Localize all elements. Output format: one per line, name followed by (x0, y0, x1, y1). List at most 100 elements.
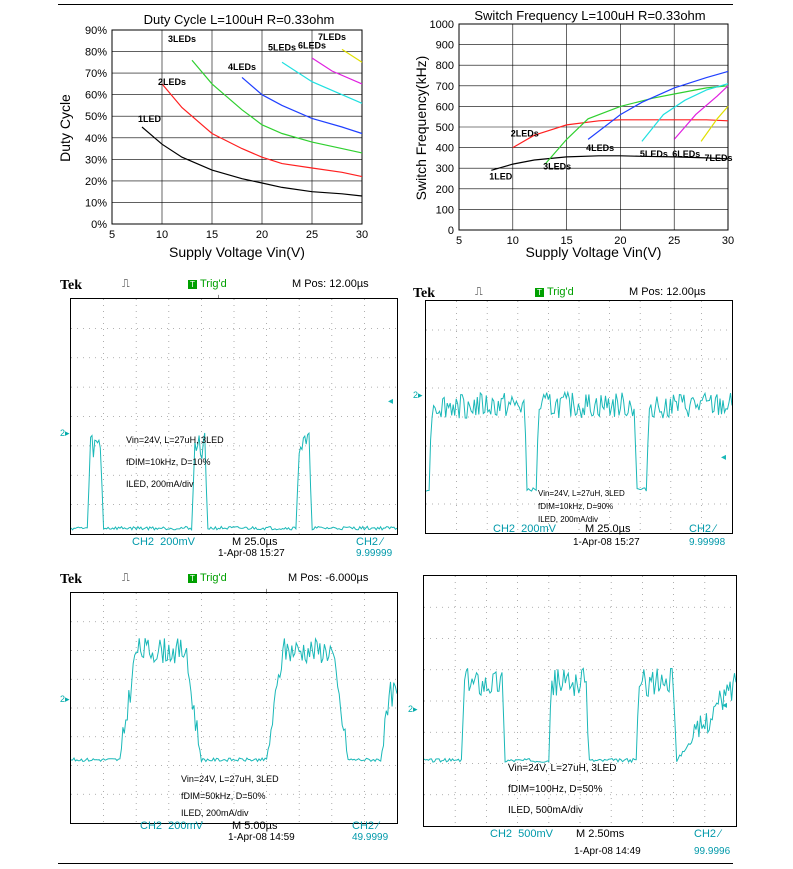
y-tick-label: 100 (436, 204, 454, 216)
y-tick-label: 0% (91, 219, 107, 231)
bottom-rule (58, 863, 733, 864)
series-line-1LED (491, 155, 729, 171)
y-tick-label: 50% (85, 111, 107, 123)
y-axis-label: Switch Frequency(kHz) (413, 56, 429, 201)
y-tick-label: 400 (436, 143, 454, 155)
y-tick-label: 800 (436, 60, 454, 72)
series-line-7LEDs (341, 48, 363, 63)
series-line-4LEDs (587, 70, 729, 140)
series-label: 4LEDs (586, 143, 614, 153)
series-line-5LEDs (641, 83, 729, 142)
channel: CH2 500mV (490, 828, 553, 840)
waveform-trace (426, 390, 732, 492)
y-tick-label: 30% (85, 154, 107, 166)
series-label: 2LEDs (511, 128, 539, 138)
timebase: M 5.00µs (232, 820, 278, 832)
trig-status: T Trig'd (188, 278, 227, 290)
note-line: ILED, 200mA/div (181, 808, 249, 818)
series-label: 2LEDs (158, 77, 186, 87)
series-line-1LED (141, 126, 363, 197)
waveform (71, 593, 397, 823)
channel: CH2 200mV (132, 536, 195, 548)
note-line: fDIM=10kHz, D=10% (126, 457, 211, 467)
note-line: ILED, 200mA/div (126, 479, 194, 489)
scope-notes: Vin=24V, L=27uH, 3LED fDIM=10kHz, D=10% … (126, 429, 224, 495)
scope-screen: Vin=24V, L=27uH, 3LED fDIM=100Hz, D=50% … (423, 575, 737, 827)
chart-title: Switch Frequency L=100uH R=0.33ohm (474, 8, 705, 23)
y-tick-label: 60% (85, 90, 107, 102)
m-pos: M Pos: 12.00µs (629, 286, 706, 298)
series-label: 3LEDs (168, 34, 196, 44)
x-tick-label: 10 (507, 235, 519, 247)
y-tick-label: 70% (85, 68, 107, 80)
note-line: Vin=24V, L=27uH, 3LED (538, 489, 625, 498)
y-tick-label: 20% (85, 176, 107, 188)
y-tick-label: 90% (85, 25, 107, 37)
series-label: 5LEDs (268, 43, 296, 53)
note-line: fDIM=10kHz, D=90% (538, 502, 614, 511)
y-tick-label: 200 (436, 184, 454, 196)
series-line-3LEDs (191, 59, 363, 154)
scope-panel-4: Vin=24V, L=27uH, 3LED fDIM=100Hz, D=50% … (408, 572, 738, 864)
m-pos: M Pos: 12.00µs (292, 278, 369, 290)
tek-logo: Tek (413, 286, 436, 301)
ch2-level-marker: 2▸ (60, 428, 70, 438)
x-axis-label: Supply Voltage Vin(V) (526, 244, 662, 260)
x-tick-label: 25 (306, 229, 318, 241)
x-tick-label: 5 (109, 229, 115, 241)
x-tick-label: 30 (722, 235, 734, 247)
m-pos: M Pos: -6.000µs (288, 572, 369, 584)
series-label: 7LEDs (704, 153, 732, 163)
frequency-readout: 49.9999 (352, 832, 389, 843)
pulse-icon: ⎍ (122, 278, 130, 290)
right-arrow: ◂ (722, 700, 728, 711)
waveform-trace (71, 432, 397, 532)
series-label: 4LEDs (228, 62, 256, 72)
series-line-5LEDs (281, 61, 363, 104)
series-label: 7LEDs (318, 32, 346, 42)
ch2-level-marker: 2▸ (60, 694, 70, 704)
waveform (426, 301, 732, 533)
trigger-channel: CH2 ∕ (689, 523, 716, 535)
channel: CH2 200mV (493, 523, 556, 535)
x-tick-label: 30 (356, 229, 368, 241)
right-arrow: ◂ (388, 396, 394, 407)
y-tick-label: 10% (85, 197, 107, 209)
note-line: fDIM=100Hz, D=50% (508, 784, 603, 795)
series-label: 1LED (489, 172, 513, 182)
x-tick-label: 20 (614, 235, 626, 247)
series-label: 3LEDs (543, 161, 571, 171)
scope-notes: Vin=24V, L=27uH, 3LED fDIM=10kHz, D=90% … (538, 487, 625, 526)
note-line: ILED, 500mA/div (508, 805, 584, 816)
date-time: 1-Apr-08 14:59 (228, 832, 295, 843)
trigger-channel: CH2 ∕ (352, 820, 379, 832)
date-time: 1-Apr-08 15:27 (573, 537, 640, 548)
timebase: M 25.0µs (232, 536, 278, 548)
x-tick-label: 15 (560, 235, 572, 247)
y-tick-label: 80% (85, 47, 107, 59)
series-label: 6LEDs (298, 41, 326, 51)
channel: CH2 200mV (140, 820, 203, 832)
series-line-3LEDs (544, 85, 729, 165)
note-line: Vin=24V, L=27uH, 3LED (181, 774, 279, 784)
y-tick-label: 600 (436, 101, 454, 113)
pulse-icon: ⎍ (122, 572, 130, 584)
tek-logo: Tek (60, 572, 83, 587)
timebase: M 2.50ms (576, 828, 625, 840)
series-line-6LEDs (311, 57, 363, 85)
x-tick-label: 15 (206, 229, 218, 241)
x-tick-label: 25 (668, 235, 680, 247)
note-line: Vin=24V, L=27uH, 3LED (508, 763, 617, 774)
date-time: 1-Apr-08 14:49 (574, 846, 641, 857)
date-time: 1-Apr-08 15:27 (218, 548, 285, 559)
right-arrow: ◂ (721, 452, 727, 463)
series-line-2LEDs (512, 119, 729, 149)
scope-notes: Vin=24V, L=27uH, 3LED fDIM=100Hz, D=50% … (508, 758, 616, 821)
plot-frame (111, 29, 363, 225)
chart-1: 0% 10% 20% 30% 40% 50% 60% 70% 80% 90% 5 10 15 20 25 30… (57, 12, 368, 260)
frequency-readout: 9.99999 (356, 548, 393, 559)
series-line-4LEDs (241, 76, 363, 135)
